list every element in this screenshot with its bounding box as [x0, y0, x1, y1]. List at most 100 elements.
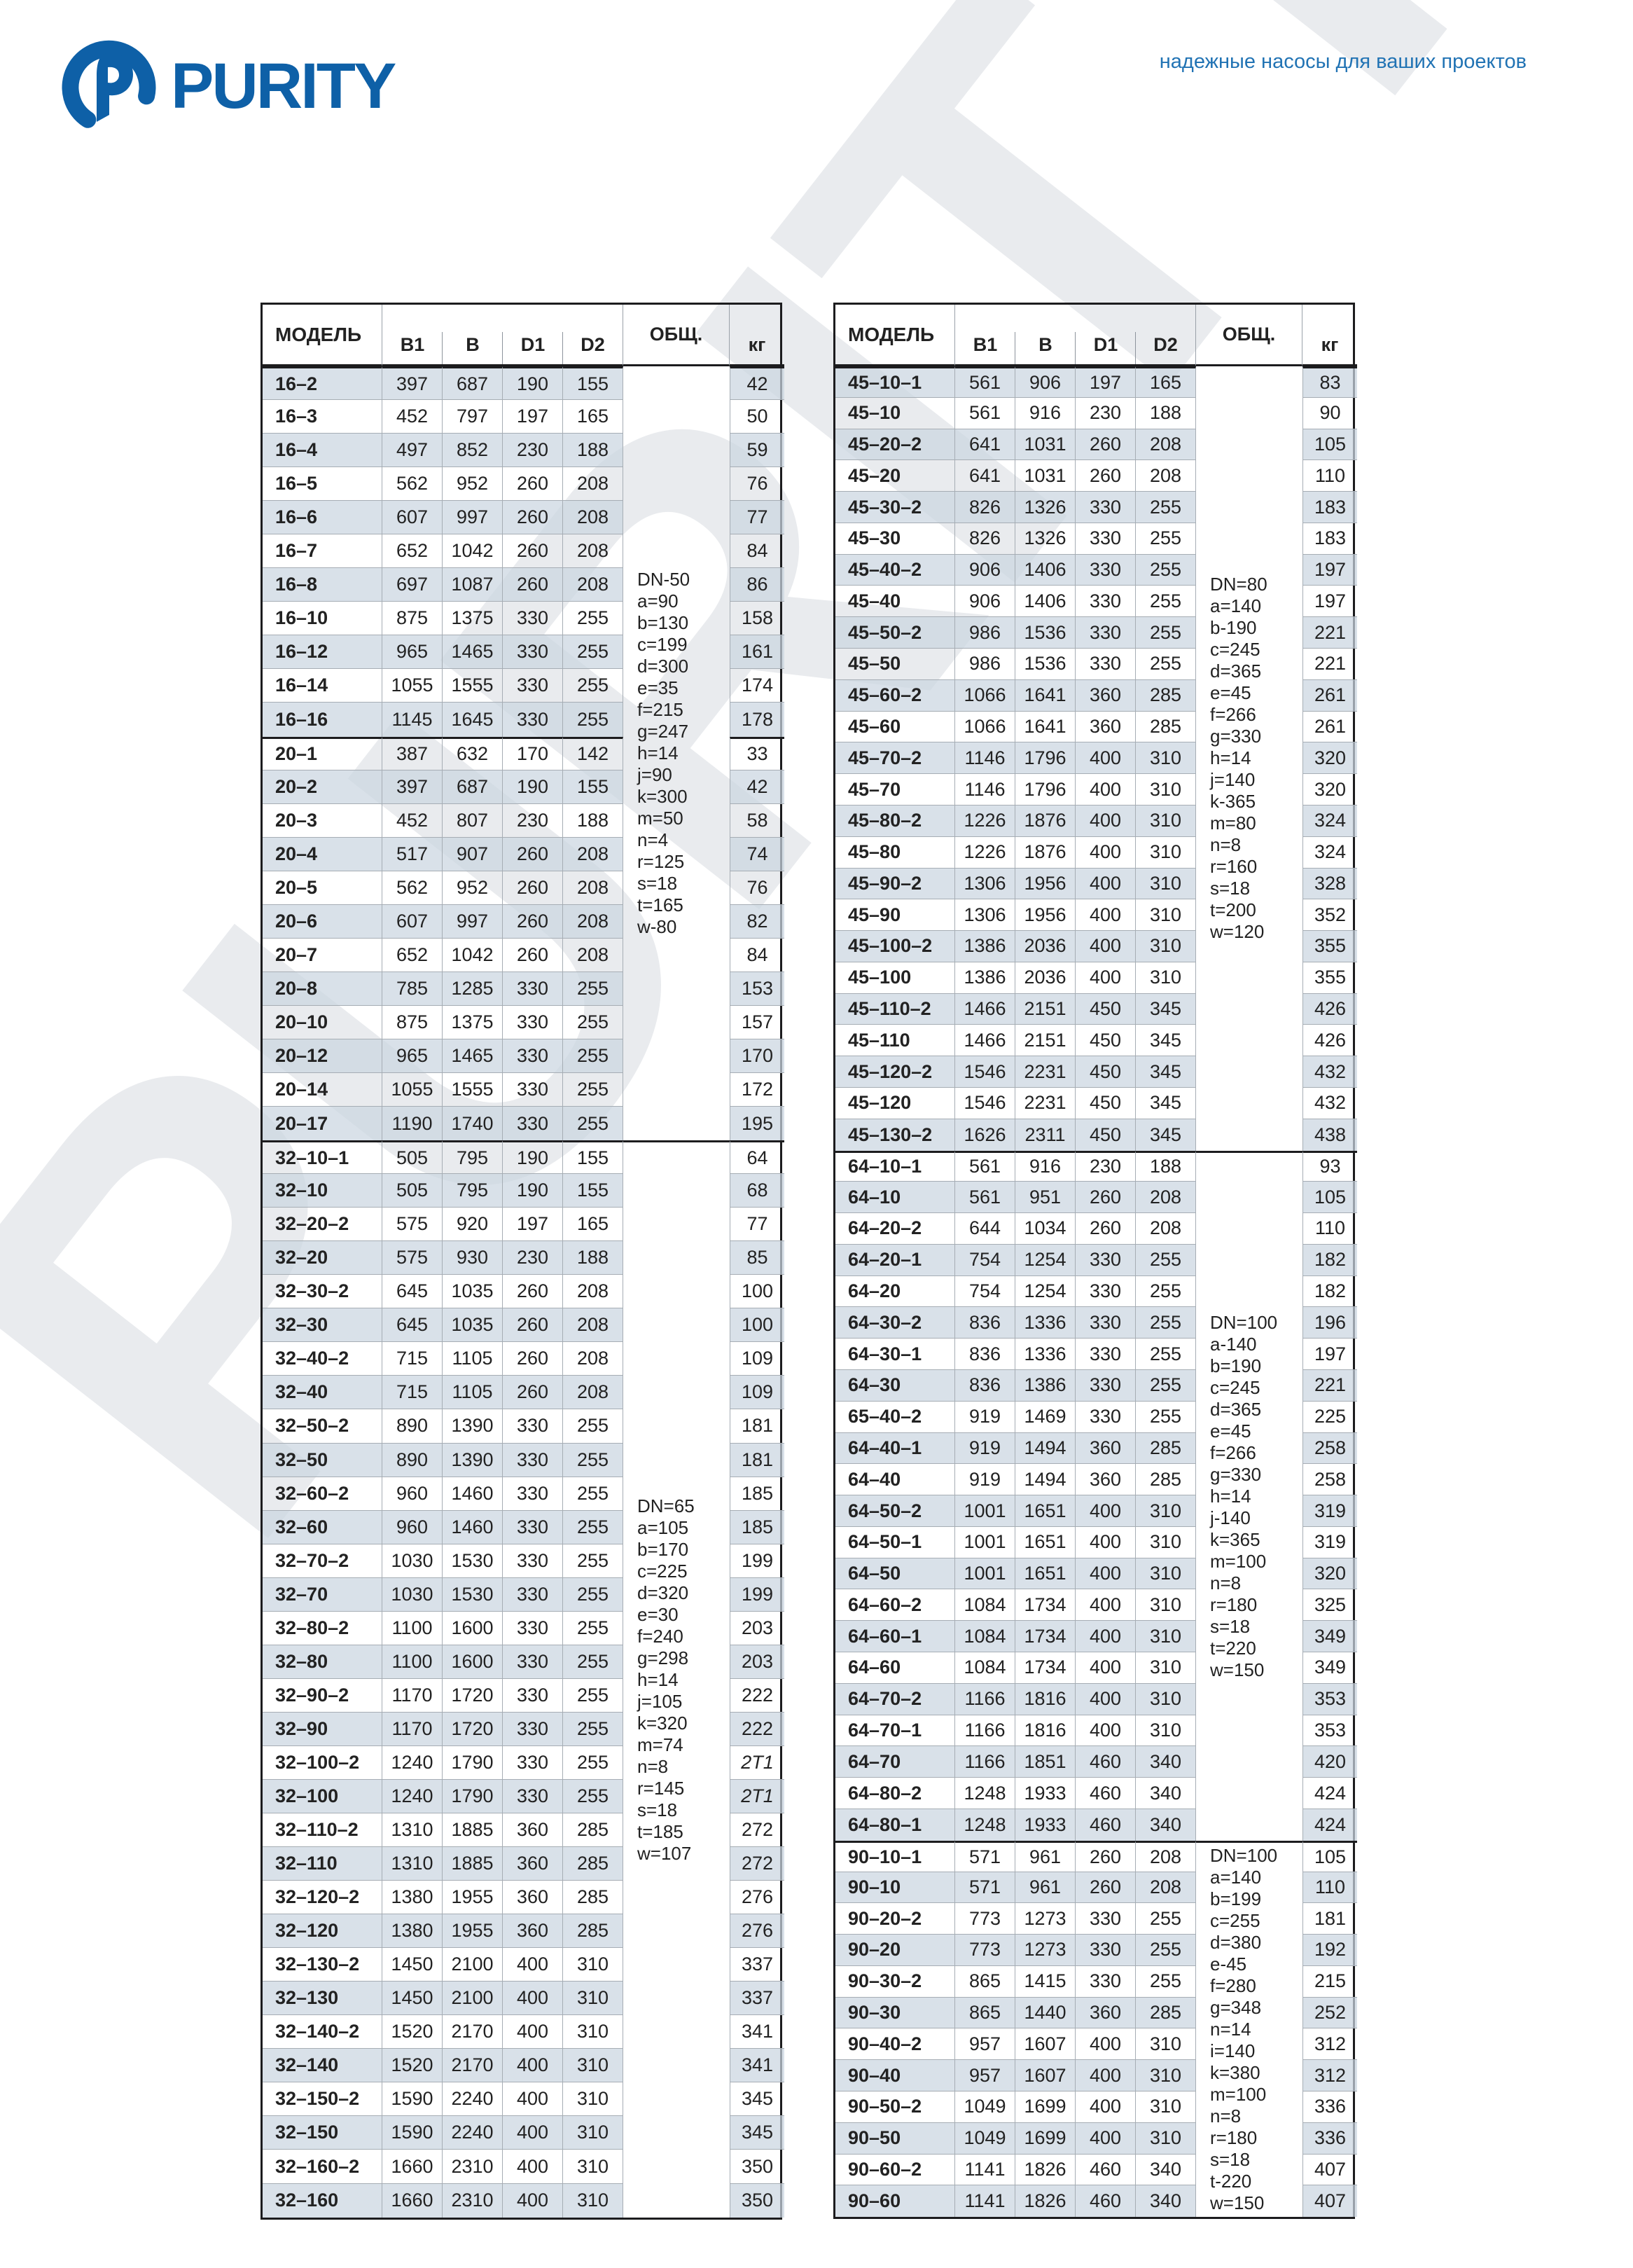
d1-cell: 190 — [503, 1140, 563, 1175]
kg-cell: 353 — [1302, 1715, 1357, 1747]
d1-cell: 330 — [503, 1107, 563, 1141]
spec-line: m=100 — [1210, 2084, 1267, 2105]
b1-cell: 919 — [955, 1432, 1015, 1465]
model-cell: 90–10–1 — [835, 1840, 955, 1872]
b-cell: 807 — [443, 803, 503, 838]
model-cell: 20–14 — [263, 1072, 382, 1107]
spec-line: d=365 — [1210, 1399, 1262, 1420]
b1-cell: 957 — [955, 2028, 1015, 2061]
d2-cell: 310 — [1136, 1621, 1196, 1653]
b1-cell: 1386 — [955, 931, 1015, 962]
d2-cell: 310 — [1136, 2060, 1196, 2091]
d2-cell: 255 — [1136, 554, 1196, 586]
model-cell: 45–60 — [835, 711, 955, 743]
spec-line: e=45 — [1210, 682, 1251, 704]
b-cell: 1440 — [1015, 1997, 1076, 2029]
model-cell: 32–30 — [263, 1308, 382, 1343]
d1-cell: 360 — [1076, 711, 1136, 743]
d2-cell: 345 — [1136, 1119, 1196, 1151]
d1-cell: 400 — [1076, 899, 1136, 932]
d2-cell: 345 — [1136, 1025, 1196, 1057]
total-spec-cell: DN=80 a=140 b-190 c=245 d=365 e=45 f=266 g=330 h… — [1196, 366, 1302, 1151]
d2-cell: 340 — [1136, 1778, 1196, 1809]
d2-cell: 188 — [1136, 397, 1196, 429]
kg-cell: 438 — [1302, 1119, 1357, 1151]
spec-line: k=300 — [637, 786, 688, 808]
b1-column-header: В1 — [955, 305, 1015, 366]
model-cell: 45–120 — [835, 1087, 955, 1119]
d1-cell: 450 — [1076, 1025, 1136, 1057]
spec-line: c=225 — [637, 1560, 688, 1582]
b-cell: 2036 — [1015, 962, 1076, 994]
model-cell: 32–120–2 — [263, 1881, 382, 1915]
b-cell: 1375 — [443, 602, 503, 636]
kg-cell: 74 — [730, 837, 784, 871]
kg-cell: 222 — [730, 1678, 784, 1713]
b-cell: 1254 — [1015, 1275, 1076, 1308]
d2-cell: 165 — [563, 400, 623, 434]
d1-cell: 260 — [503, 534, 563, 569]
b1-cell: 906 — [955, 586, 1015, 618]
d1-cell: 460 — [1076, 1778, 1136, 1809]
kg-cell: 182 — [1302, 1244, 1357, 1276]
d2-cell: 208 — [563, 1308, 623, 1343]
d1-cell: 197 — [503, 1208, 563, 1242]
logo-p-glyph — [97, 53, 133, 122]
kg-cell: 221 — [1302, 649, 1357, 680]
model-cell: 90–60 — [835, 2185, 955, 2218]
brand-tagline: надежные насосы для ваших проектов — [1159, 50, 1527, 73]
b1-cell: 1100 — [382, 1645, 443, 1679]
b-cell: 1796 — [1015, 742, 1076, 775]
spec-line: e=45 — [1210, 1420, 1251, 1442]
d2-cell: 208 — [1136, 1840, 1196, 1872]
b1-cell: 1306 — [955, 899, 1015, 932]
d1-cell: 260 — [503, 938, 563, 972]
d1-cell: 330 — [503, 1611, 563, 1645]
d2-cell: 340 — [1136, 2154, 1196, 2186]
d1-cell: 330 — [1076, 617, 1136, 649]
spec-line: i=140 — [1210, 2040, 1256, 2062]
b-cell: 961 — [1015, 1872, 1076, 1904]
spec-line: e=35 — [637, 677, 679, 699]
d1-cell: 400 — [1076, 1558, 1136, 1590]
model-cell: 32–70 — [263, 1577, 382, 1612]
d2-cell: 255 — [563, 1745, 623, 1780]
d2-cell: 208 — [563, 837, 623, 871]
kg-cell: 345 — [730, 2116, 784, 2150]
spec-line: r=180 — [1210, 2127, 1258, 2149]
d1-cell: 330 — [503, 1712, 563, 1746]
b1-cell: 571 — [955, 1872, 1015, 1904]
b-cell: 1740 — [443, 1107, 503, 1141]
b-cell: 2170 — [443, 2049, 503, 2083]
model-cell: 45–40 — [835, 586, 955, 618]
d2-cell: 255 — [563, 1443, 623, 1477]
spec-line: DN=65 — [637, 1495, 695, 1516]
d2-cell: 340 — [1136, 2185, 1196, 2218]
b-cell: 1607 — [1015, 2028, 1076, 2061]
spec-line: n=8 — [1210, 1572, 1242, 1594]
b1-cell: 1170 — [382, 1678, 443, 1713]
d2-cell: 188 — [563, 434, 623, 468]
d1-cell: 330 — [503, 1005, 563, 1039]
b1-cell: 562 — [382, 871, 443, 905]
d2-cell: 142 — [563, 736, 623, 770]
b-cell: 2036 — [1015, 931, 1076, 962]
total-column-header: ОБЩ. — [1196, 305, 1302, 366]
b1-cell: 1660 — [382, 2150, 443, 2184]
d1-cell: 330 — [503, 1678, 563, 1713]
b1-cell: 1049 — [955, 2091, 1015, 2123]
d1-cell: 260 — [503, 871, 563, 905]
kg-cell: 178 — [730, 703, 784, 737]
kg-cell: 199 — [730, 1544, 784, 1578]
kg-cell: 183 — [1302, 523, 1357, 555]
d2-cell: 255 — [563, 1611, 623, 1645]
b1-cell: 1190 — [382, 1107, 443, 1141]
d2-cell: 285 — [1136, 1464, 1196, 1496]
d2-cell: 310 — [1136, 1589, 1196, 1622]
d2-cell: 310 — [563, 1982, 623, 2016]
d1-cell: 400 — [1076, 1495, 1136, 1527]
d2-cell: 310 — [1136, 2122, 1196, 2155]
d2-cell: 255 — [1136, 1370, 1196, 1402]
model-cell: 32–60–2 — [263, 1477, 382, 1511]
b1-cell: 1166 — [955, 1683, 1015, 1715]
